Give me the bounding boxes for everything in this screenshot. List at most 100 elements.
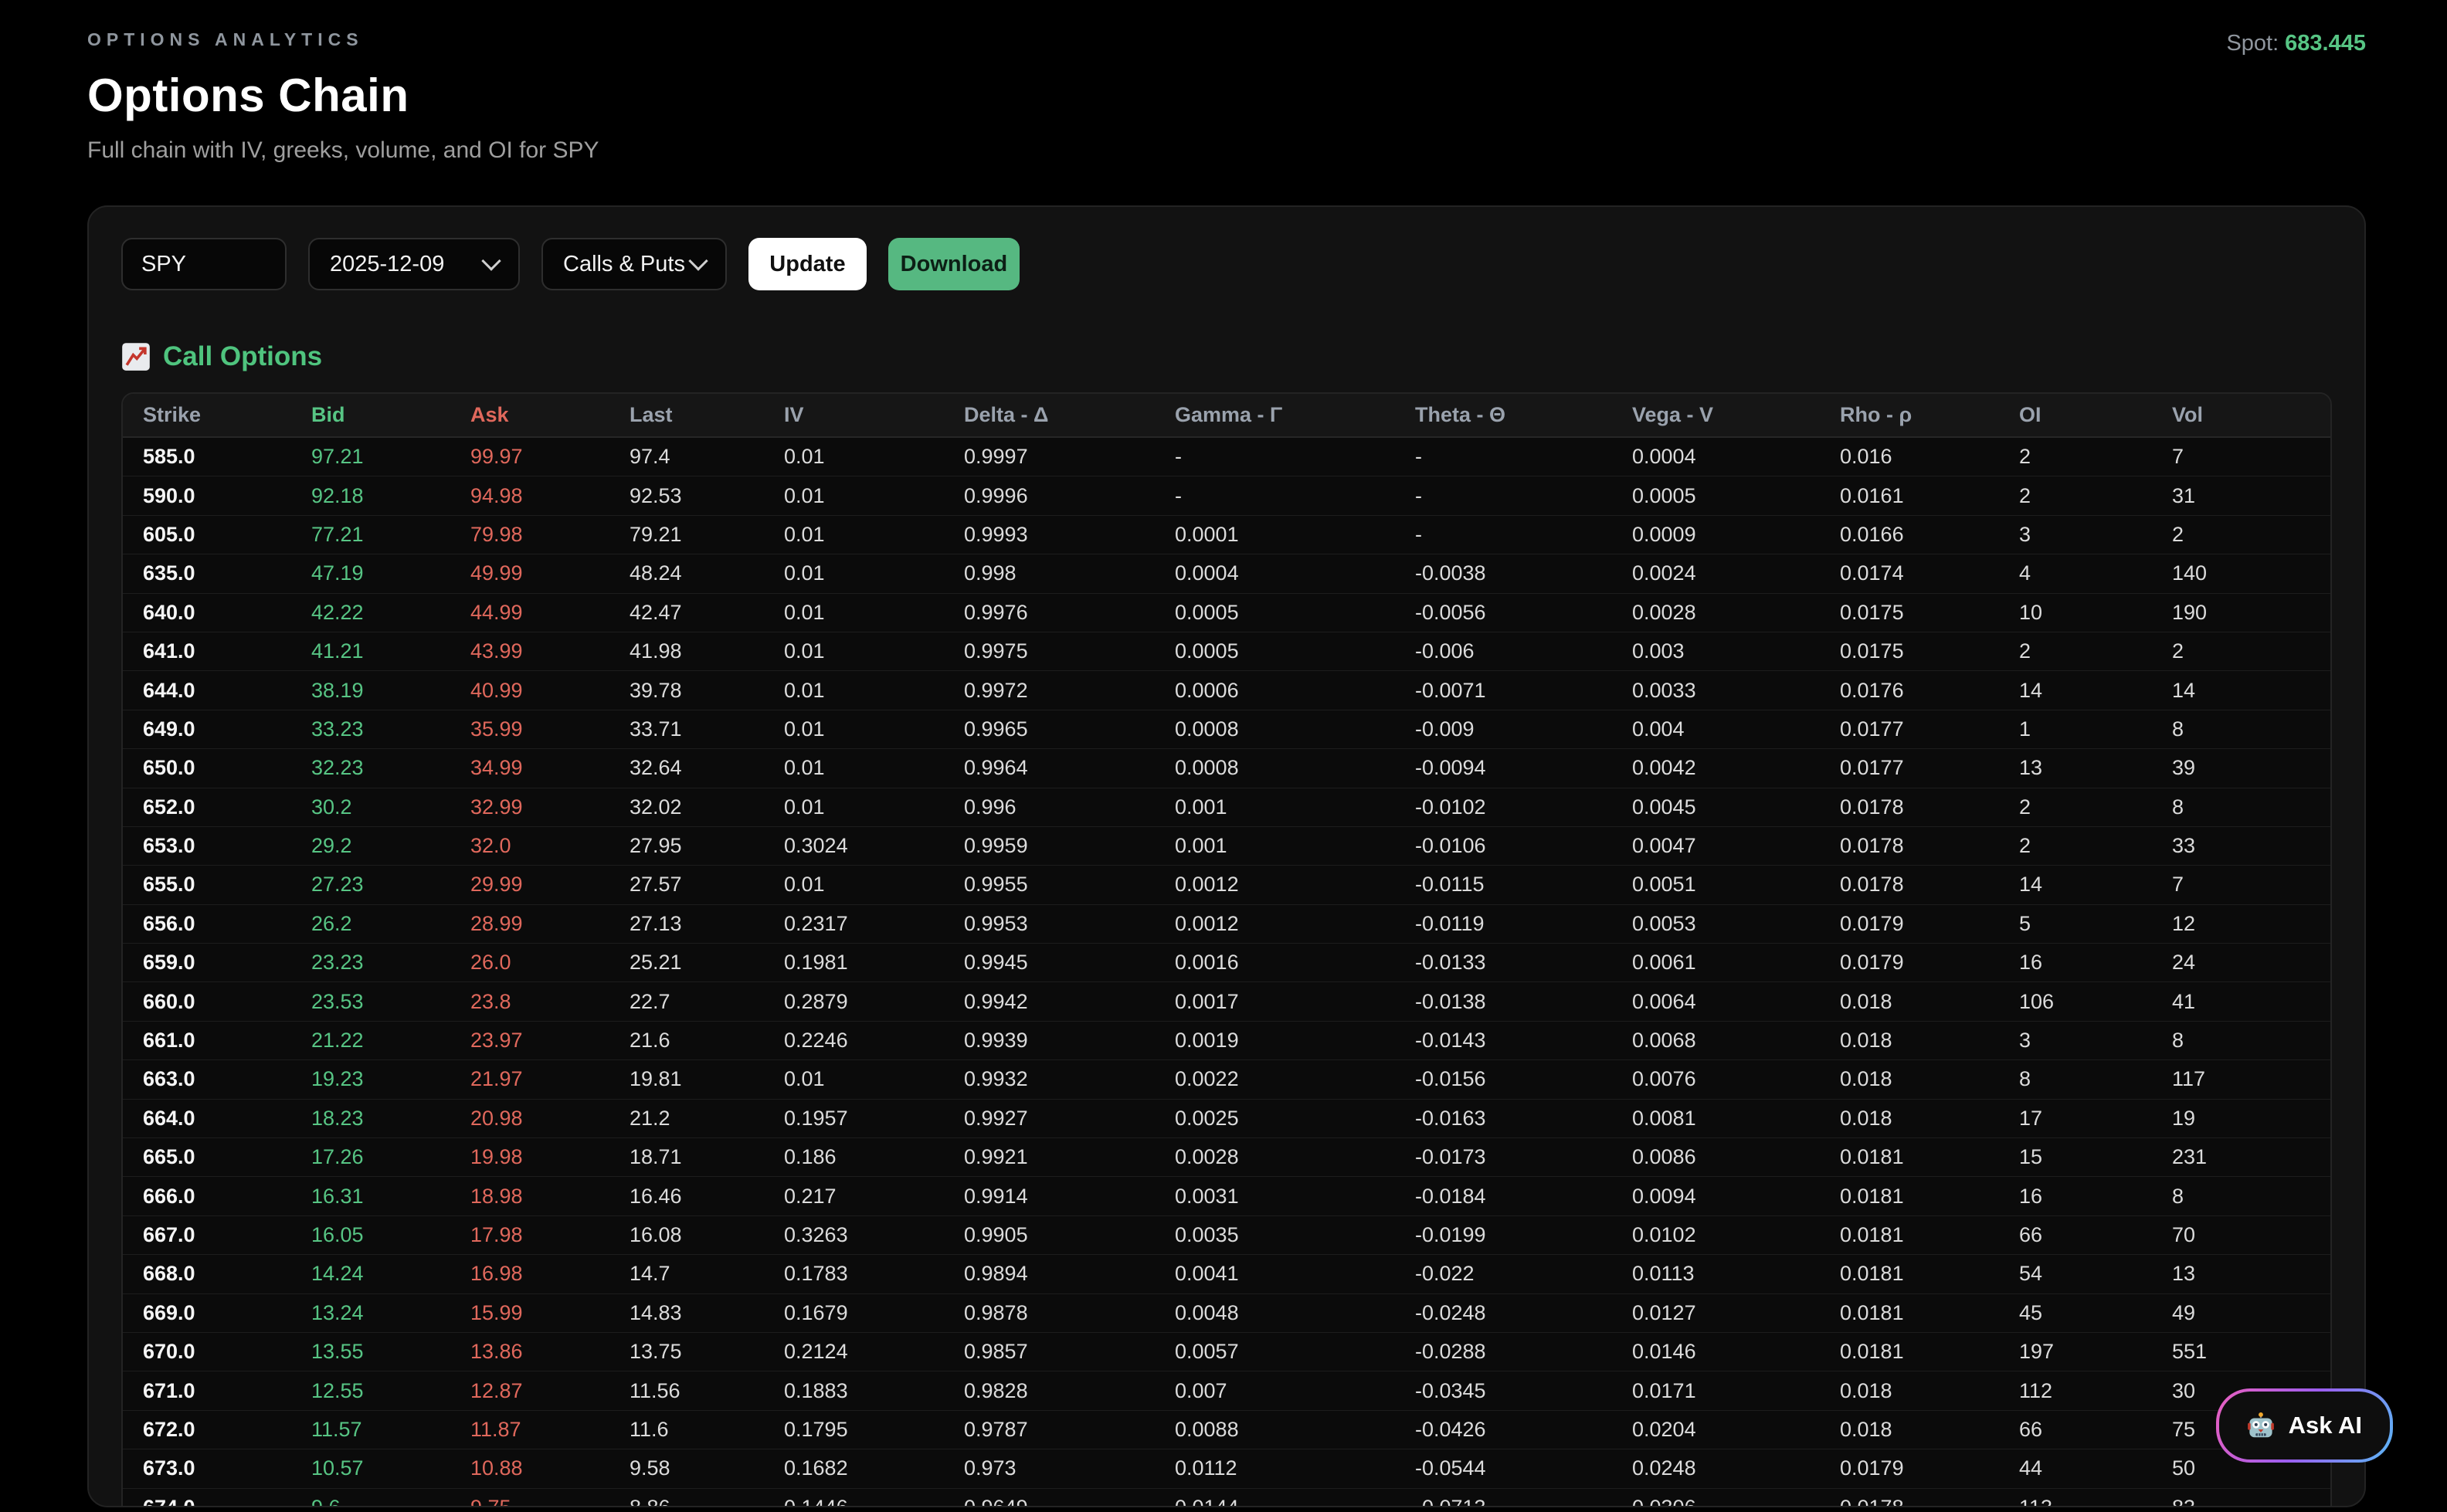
table-row[interactable]: 644.0 38.19 40.99 39.78 0.01 0.9972 0.0006 -0.0… [123, 671, 2330, 710]
table-row[interactable]: 640.0 42.22 44.99 42.47 0.01 0.9976 0.0005 -0.0… [123, 593, 2330, 632]
table-row[interactable]: 668.0 14.24 16.98 14.7 0.1783 0.9894 0.0041 -0.… [123, 1255, 2330, 1294]
cell-strike: 653.0 [143, 834, 195, 858]
table-row[interactable]: 664.0 18.23 20.98 21.2 0.1957 0.9927 0.0025 -0.… [123, 1099, 2330, 1139]
cell-vol: 2 [2172, 639, 2184, 663]
cell-theta: -0.0094 [1415, 756, 1486, 780]
symbol-input[interactable] [121, 238, 287, 290]
cell-delta: 0.9959 [964, 834, 1028, 858]
cell-last: 13.75 [630, 1340, 682, 1364]
cell-rho: 0.018 [1840, 1417, 1892, 1441]
table-row[interactable]: 665.0 17.26 19.98 18.71 0.186 0.9921 0.0028 -0.… [123, 1138, 2330, 1178]
table-row[interactable]: 605.0 77.21 79.98 79.21 0.01 0.9993 0.0001 - 0.0… [123, 515, 2330, 555]
cell-delta: 0.9942 [964, 989, 1028, 1013]
cell-ask: 40.99 [470, 678, 523, 702]
cell-delta: 0.9939 [964, 1029, 1028, 1053]
cell-theta: -0.0345 [1415, 1378, 1486, 1402]
cell-theta: -0.0199 [1415, 1223, 1486, 1246]
table-row[interactable]: 659.0 23.23 26.0 25.21 0.1981 0.9945 0.0016 -0.… [123, 944, 2330, 983]
cell-vega: 0.0028 [1632, 600, 1696, 624]
cell-oi: 106 [2019, 989, 2055, 1013]
table-row[interactable]: 672.0 11.57 11.87 11.6 0.1795 0.9787 0.0088 -0.… [123, 1410, 2330, 1450]
cell-bid: 18.23 [311, 1106, 364, 1130]
option-type-select[interactable]: Calls & Puts [541, 238, 727, 290]
cell-last: 33.71 [630, 717, 682, 741]
table-row[interactable]: 653.0 29.2 32.0 27.95 0.3024 0.9959 0.001 -0.01… [123, 826, 2330, 866]
cell-vol: 70 [2172, 1223, 2196, 1246]
table-row[interactable]: 660.0 23.53 23.8 22.7 0.2879 0.9942 0.0017 -0.0… [123, 982, 2330, 1022]
cell-oi: 66 [2019, 1223, 2043, 1246]
cell-vol: 41 [2172, 989, 2196, 1013]
column-header-vol: Vol [2172, 403, 2203, 426]
table-row[interactable]: 674.0 9.6 9.75 8.86 0.1446 0.9649 0.0144 -0.071… [123, 1488, 2330, 1507]
cell-vega: 0.0068 [1632, 1029, 1696, 1053]
cell-vol: 2 [2172, 522, 2184, 546]
cell-last: 9.58 [630, 1456, 670, 1480]
table-row[interactable]: 641.0 41.21 43.99 41.98 0.01 0.9975 0.0005 -0.0… [123, 632, 2330, 672]
cell-rho: 0.0178 [1840, 873, 1904, 897]
cell-gamma: 0.0028 [1175, 1145, 1239, 1169]
cell-iv: 0.01 [784, 678, 825, 702]
table-row[interactable]: 669.0 13.24 15.99 14.83 0.1679 0.9878 0.0048 -0… [123, 1293, 2330, 1333]
cell-vol: 190 [2172, 600, 2208, 624]
cell-vol: 30 [2172, 1378, 2196, 1402]
cell-iv: 0.3024 [784, 834, 848, 858]
download-button[interactable]: Download [888, 238, 1020, 290]
cell-gamma: 0.0008 [1175, 756, 1239, 780]
cell-theta: - [1415, 522, 1422, 546]
table-row[interactable]: 649.0 33.23 35.99 33.71 0.01 0.9965 0.0008 -0.0… [123, 710, 2330, 750]
cell-bid: 38.19 [311, 678, 364, 702]
table-row[interactable]: 635.0 47.19 49.99 48.24 0.01 0.998 0.0004 -0.00… [123, 554, 2330, 594]
table-row[interactable]: 652.0 30.2 32.99 32.02 0.01 0.996 0.001 -0.0102… [123, 788, 2330, 827]
cell-bid: 11.57 [311, 1417, 362, 1441]
cell-last: 97.4 [630, 445, 670, 469]
cell-iv: 0.01 [784, 639, 825, 663]
cell-ask: 32.0 [470, 834, 511, 858]
table-row[interactable]: 585.0 97.21 99.97 97.4 0.01 0.9997 - - 0.0004 0.0… [123, 438, 2330, 477]
cell-last: 92.53 [630, 483, 682, 507]
cell-rho: 0.0161 [1840, 483, 1904, 507]
cell-ask: 17.98 [470, 1223, 523, 1246]
cell-delta: 0.9965 [964, 717, 1028, 741]
cell-iv: 0.1883 [784, 1378, 848, 1402]
update-button[interactable]: Update [748, 238, 867, 290]
table-row[interactable]: 655.0 27.23 29.99 27.57 0.01 0.9955 0.0012 -0.0… [123, 866, 2330, 905]
cell-strike: 664.0 [143, 1106, 195, 1130]
cell-iv: 0.2879 [784, 989, 848, 1013]
cell-vega: 0.0053 [1632, 911, 1696, 935]
cell-vega: 0.0086 [1632, 1145, 1696, 1169]
cell-ask: 44.99 [470, 600, 523, 624]
cell-vega: 0.0113 [1632, 1262, 1695, 1286]
cell-theta: -0.0106 [1415, 834, 1486, 858]
table-row[interactable]: 670.0 13.55 13.86 13.75 0.2124 0.9857 0.0057 -0… [123, 1332, 2330, 1372]
table-row[interactable]: 667.0 16.05 17.98 16.08 0.3263 0.9905 0.0035 -0… [123, 1215, 2330, 1256]
chart-increasing-icon [121, 342, 151, 371]
table-row[interactable]: 666.0 16.31 18.98 16.46 0.217 0.9914 0.0031 -0.… [123, 1177, 2330, 1216]
cell-vol: 8 [2172, 1029, 2184, 1053]
cell-ask: 18.98 [470, 1184, 523, 1208]
cell-theta: -0.0133 [1415, 951, 1486, 975]
cell-delta: 0.9997 [964, 445, 1028, 469]
cell-delta: 0.9964 [964, 756, 1028, 780]
cell-theta: -0.0288 [1415, 1340, 1486, 1364]
cell-gamma: 0.0025 [1175, 1106, 1239, 1130]
cell-rho: 0.0177 [1840, 717, 1904, 741]
table-row[interactable]: 656.0 26.2 28.99 27.13 0.2317 0.9953 0.0012 -0.… [123, 904, 2330, 944]
ask-ai-button[interactable]: Ask AI [2216, 1388, 2393, 1463]
table-row[interactable]: 661.0 21.22 23.97 21.6 0.2246 0.9939 0.0019 -0.… [123, 1021, 2330, 1061]
cell-theta: -0.0038 [1415, 561, 1486, 585]
table-row[interactable]: 650.0 32.23 34.99 32.64 0.01 0.9964 0.0008 -0.0… [123, 749, 2330, 788]
cell-strike: 674.0 [143, 1495, 195, 1507]
cell-rho: 0.018 [1840, 1378, 1892, 1402]
table-row[interactable]: 663.0 19.23 21.97 19.81 0.01 0.9932 0.0022 -0.0… [123, 1060, 2330, 1100]
expiry-select[interactable]: 2025-12-09 [308, 238, 520, 290]
table-row[interactable]: 671.0 12.55 12.87 11.56 0.1883 0.9828 0.007 -0.… [123, 1371, 2330, 1411]
table-row[interactable]: 590.0 92.18 94.98 92.53 0.01 0.9996 - - 0.0005 0.… [123, 476, 2330, 516]
table-row[interactable]: 673.0 10.57 10.88 9.58 0.1682 0.973 0.0112 -0.0… [123, 1449, 2330, 1489]
cell-oi: 66 [2019, 1417, 2043, 1441]
cell-gamma: - [1175, 483, 1182, 507]
cell-vega: 0.0248 [1632, 1456, 1696, 1480]
cell-iv: 0.01 [784, 756, 825, 780]
cell-delta: 0.9955 [964, 873, 1028, 897]
cell-delta: 0.9932 [964, 1067, 1028, 1091]
column-header-last: Last [630, 403, 673, 426]
